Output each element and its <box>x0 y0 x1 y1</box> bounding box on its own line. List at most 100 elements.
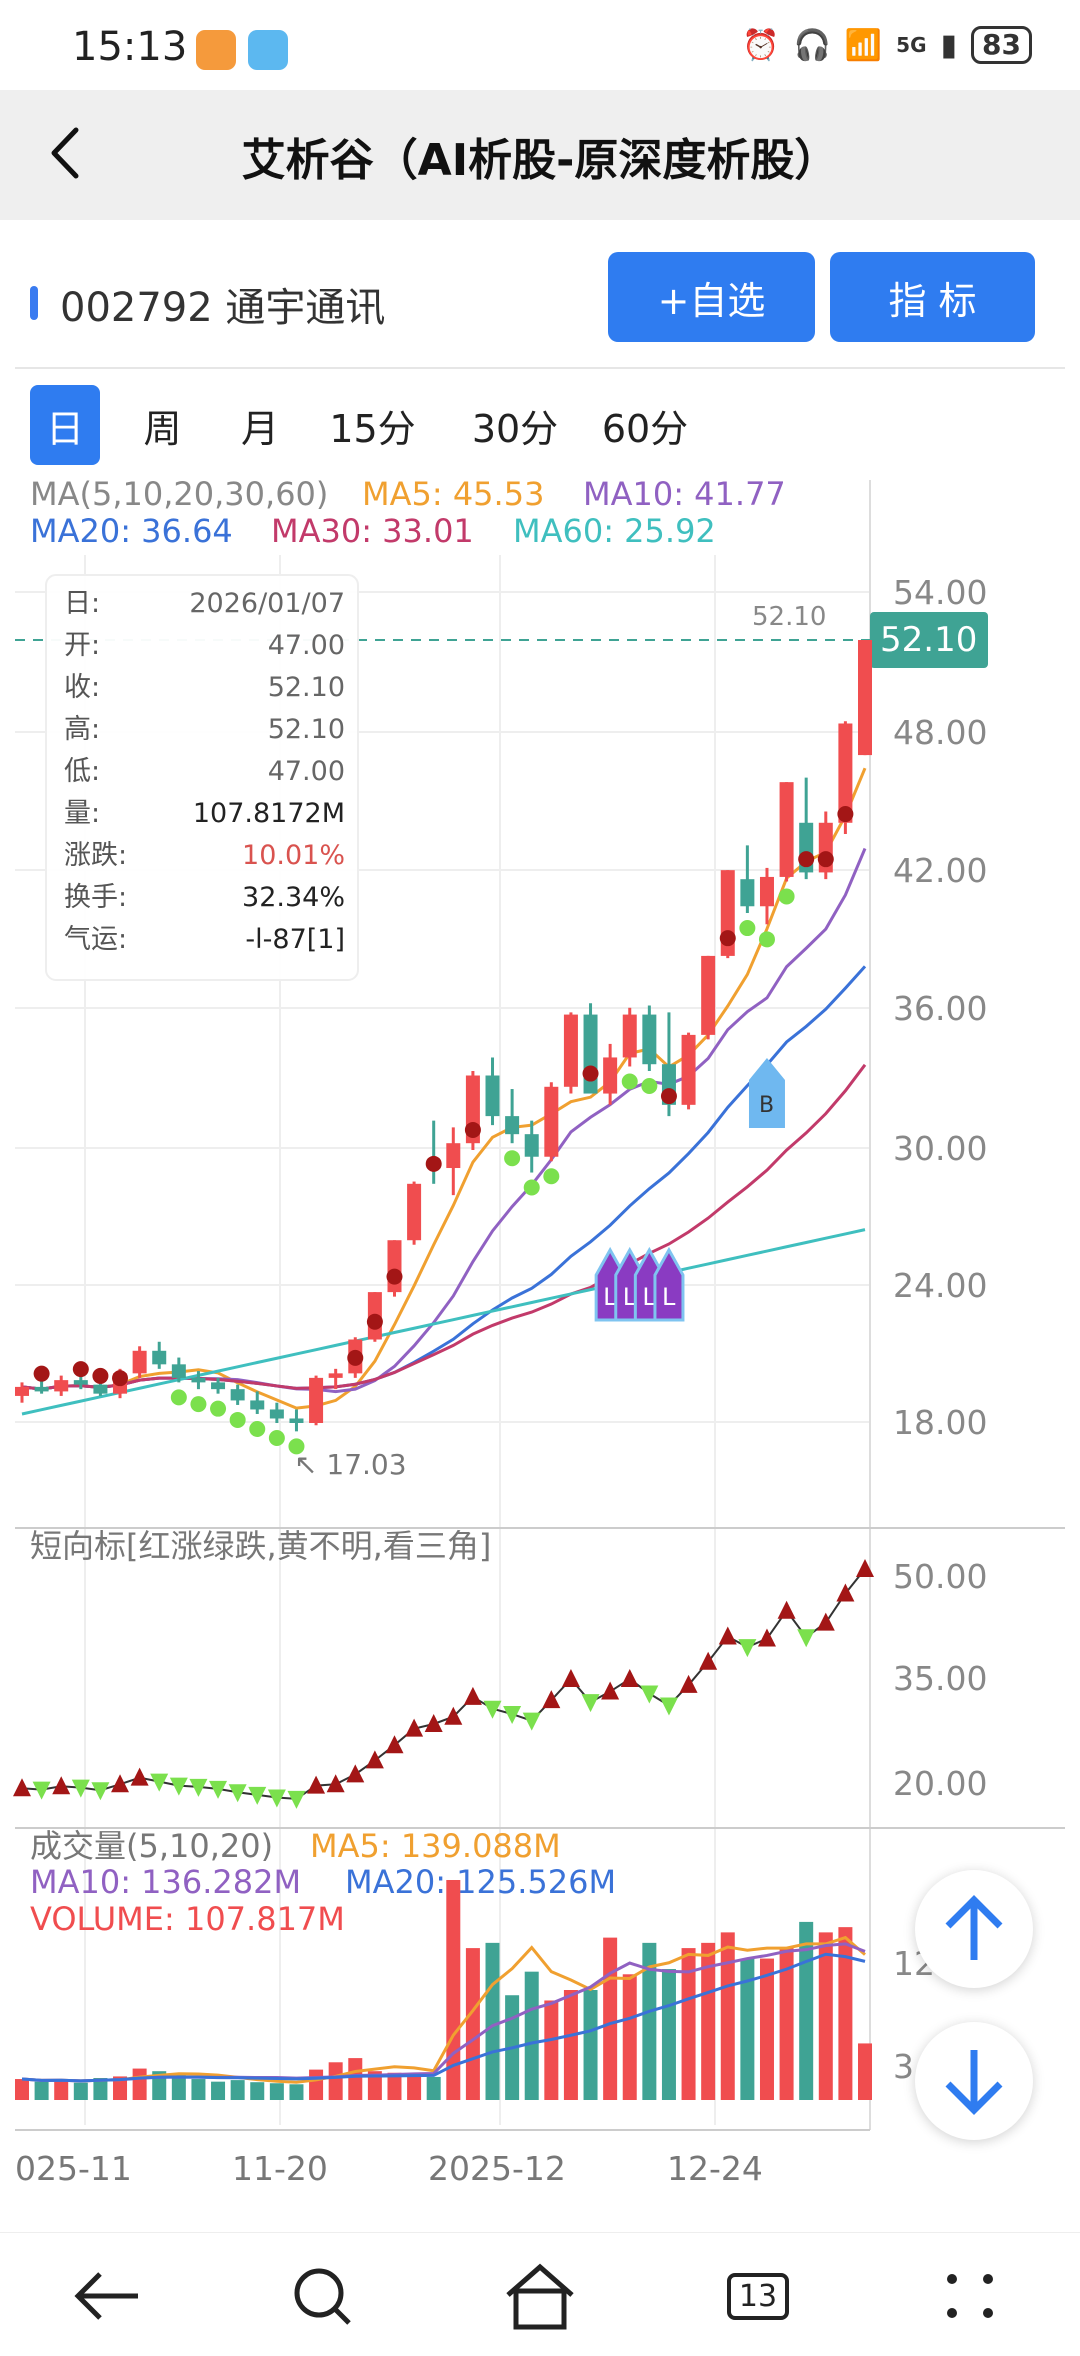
sub-triangle-up <box>13 1778 31 1797</box>
signal-dot-red <box>112 1370 129 1387</box>
sub-triangle-down <box>189 1778 208 1797</box>
candle-body <box>54 1380 69 1392</box>
title-bar: 艾析谷（AI析股-原深度析股） <box>0 90 1080 220</box>
candle-body <box>524 1134 539 1157</box>
back-icon[interactable] <box>38 118 98 188</box>
sub-triangle-up <box>385 1735 404 1754</box>
arrow-down-icon <box>945 2050 1003 2115</box>
ma-params: MA(5,10,20,30,60) <box>30 475 328 513</box>
tab-week[interactable]: 周 <box>143 406 182 451</box>
signal-dot-red <box>660 1088 677 1105</box>
sub-triangle-down <box>150 1773 169 1792</box>
candle-body <box>191 1377 206 1383</box>
sub-triangle-down <box>287 1790 306 1809</box>
nav-search-icon[interactable] <box>283 2261 363 2331</box>
price-tick: 24.00 <box>893 1266 987 1305</box>
nav-menu-icon[interactable] <box>930 2261 1010 2331</box>
sub-triangle-down <box>91 1782 110 1801</box>
tab-15min[interactable]: 15分 <box>329 406 416 451</box>
nav-home-icon[interactable] <box>500 2261 580 2331</box>
arrow-up-icon <box>945 1895 1003 1960</box>
price-tick: 36.00 <box>893 989 987 1028</box>
page-title: 艾析谷（AI析股-原深度析股） <box>241 135 839 186</box>
signal-dot-red <box>425 1155 442 1172</box>
date-tick: 12-24 <box>667 2149 763 2188</box>
price-tick: 18.00 <box>893 1403 987 1442</box>
candle-body <box>740 879 755 907</box>
signal-dot-red <box>817 851 834 868</box>
ma10-legend: MA10: 41.77 <box>583 475 786 513</box>
last-price-label: 52.10 <box>752 602 826 632</box>
nav-back-icon[interactable] <box>68 2261 148 2331</box>
ma20-legend: MA20: 36.64 <box>30 512 233 550</box>
candle-body <box>583 1014 598 1094</box>
volume-bar <box>818 1932 833 2100</box>
tooltip-value: 52.10 <box>268 714 345 745</box>
signal-dot-red <box>837 806 854 823</box>
volume-bar <box>289 2084 304 2100</box>
sub-triangle-down <box>32 1781 51 1800</box>
volume-params: 成交量(5,10,20) <box>30 1827 273 1865</box>
sub-triangle-down <box>797 1629 816 1648</box>
volume-bar <box>73 2082 88 2100</box>
volume-ma20-line <box>21 1952 866 2083</box>
sub-triangle-down <box>267 1789 286 1808</box>
sub-tick: 20.00 <box>893 1764 987 1803</box>
stock-chart[interactable]: MA(5,10,20,30,60) MA5: 45.53 MA10: 41.77… <box>0 470 1080 2190</box>
nav-tabs-button[interactable]: 13 <box>718 2261 798 2331</box>
period-tabs: 日 周 月 15分 30分 60分 <box>30 385 710 465</box>
tab-month[interactable]: 月 <box>240 406 279 451</box>
tab-30min[interactable]: 30分 <box>471 406 559 451</box>
candle-body <box>407 1183 422 1241</box>
candle-body <box>681 1034 696 1105</box>
tooltip-value: 47.00 <box>268 756 345 787</box>
ma20-line <box>21 965 867 1391</box>
sub-triangle-up <box>346 1764 365 1783</box>
sub-triangle-up <box>365 1750 384 1769</box>
sub-indicator-title: 短向标[红涨绿跌,黄不明,看三角] <box>30 1527 491 1565</box>
candle-body <box>838 723 853 823</box>
date-tick: 2025-12 <box>428 2149 566 2188</box>
scroll-down-button[interactable] <box>915 2022 1033 2140</box>
divider <box>15 367 1065 369</box>
volume-bar <box>348 2058 363 2100</box>
stock-marker <box>30 286 38 320</box>
signal-dot-green <box>641 1077 658 1094</box>
signal-dot-green <box>778 888 795 905</box>
candle-body <box>93 1384 108 1394</box>
signal-flag-B <box>748 1058 785 1128</box>
tab-60min[interactable]: 60分 <box>601 406 689 451</box>
signal-flag-text: L <box>642 1283 656 1311</box>
scroll-up-button[interactable] <box>915 1870 1033 1988</box>
sub-triangle-up <box>679 1674 698 1693</box>
candle-body <box>485 1075 500 1117</box>
sub-axis: 50.00 35.00 20.00 <box>893 1557 987 1803</box>
add-watchlist-button[interactable]: +自选 <box>608 252 815 342</box>
volume-bar <box>211 2081 226 2100</box>
alarm-icon: ⏰ <box>742 27 780 63</box>
price-axis: 54.00 48.00 42.00 36.00 30.00 24.00 18.00 <box>893 573 987 1442</box>
volume-bar <box>720 1932 735 2100</box>
sub-triangle-down <box>640 1685 659 1704</box>
sub-triangle-up <box>52 1776 71 1795</box>
sub-triangle-up <box>444 1706 463 1725</box>
volume-ma10: MA10: 136.282M <box>30 1863 301 1901</box>
tab-day[interactable]: 日 <box>30 385 100 465</box>
indicator-button[interactable]: 指 标 <box>830 252 1035 342</box>
signal-dot-red <box>72 1361 89 1378</box>
ma30-legend: MA30: 33.01 <box>271 512 474 550</box>
tooltip-value: 107.8172M <box>193 798 345 829</box>
heart-app-icon <box>196 30 236 70</box>
sub-triangle-up <box>130 1767 149 1786</box>
tooltip-value: 10.01% <box>242 840 345 871</box>
candle-body <box>779 782 794 877</box>
ma30-line <box>21 1063 867 1391</box>
tooltip-value: 47.00 <box>268 630 345 661</box>
price-tick: 54.00 <box>893 573 987 612</box>
signal-dot-red <box>33 1365 50 1382</box>
date-tick: 025-11 <box>15 2149 132 2188</box>
volume-bar <box>113 2076 128 2100</box>
last-price-tag-text: 52.10 <box>880 620 977 660</box>
tooltip-key: 量: <box>64 798 100 829</box>
sub-tick: 35.00 <box>893 1659 987 1698</box>
